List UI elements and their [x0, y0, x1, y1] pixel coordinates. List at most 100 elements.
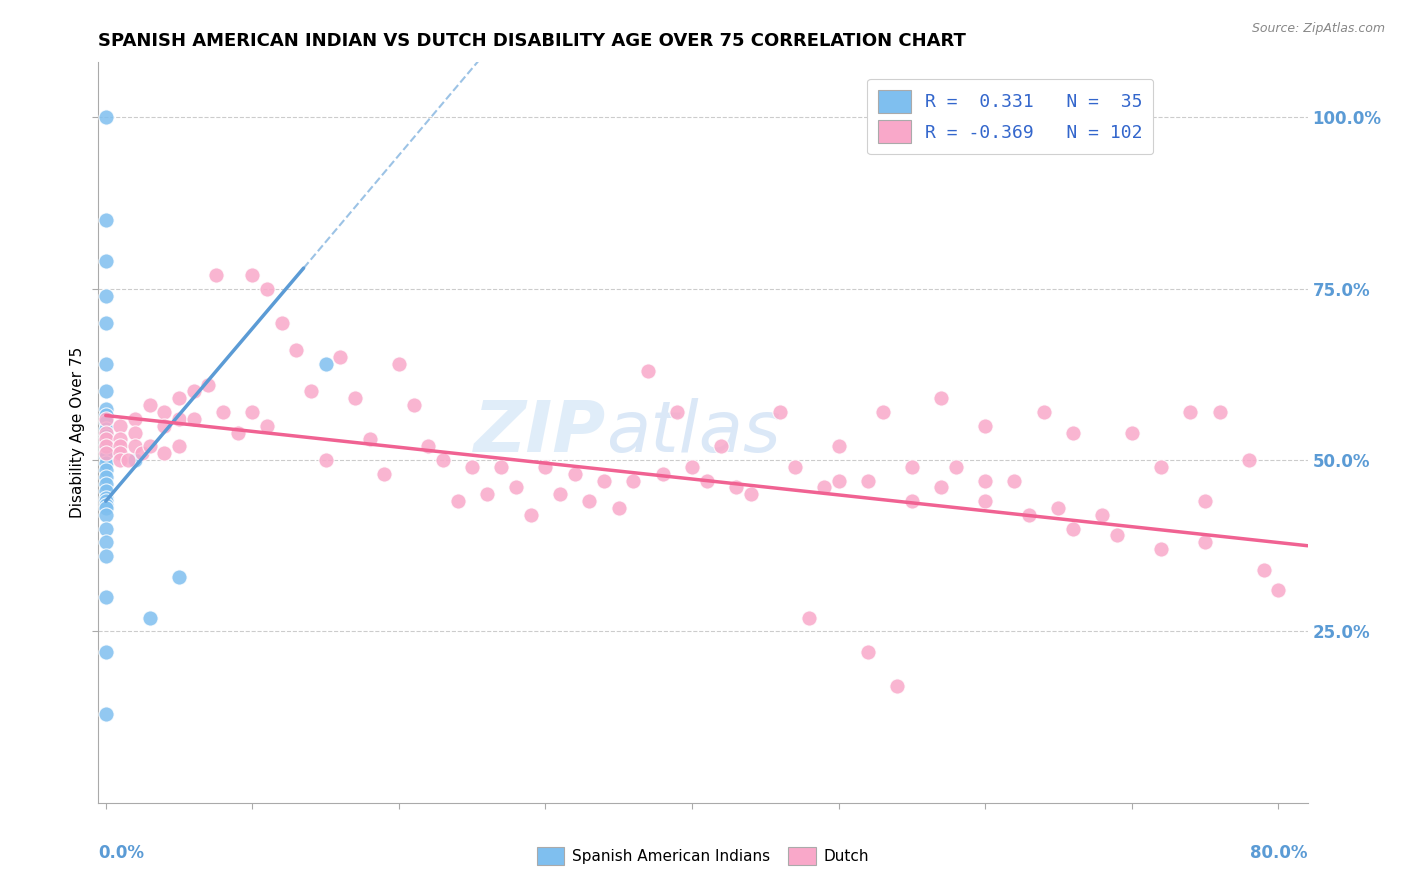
Point: [872, 405, 894, 419]
Point: [110, 433, 132, 447]
Point: [740, 487, 762, 501]
Point: [94, 254, 117, 268]
Point: [94, 706, 117, 721]
Text: 80.0%: 80.0%: [1250, 844, 1308, 862]
Point: [1032, 405, 1054, 419]
Point: [167, 439, 190, 453]
Point: [131, 446, 153, 460]
Point: [402, 398, 425, 412]
Point: [637, 364, 659, 378]
Point: [651, 467, 673, 481]
Point: [1150, 459, 1173, 474]
Text: SPANISH AMERICAN INDIAN VS DUTCH DISABILITY AGE OVER 75 CORRELATION CHART: SPANISH AMERICAN INDIAN VS DUTCH DISABIL…: [98, 32, 966, 50]
Point: [240, 268, 263, 282]
Point: [299, 384, 322, 399]
Point: [204, 268, 226, 282]
Point: [285, 343, 308, 358]
Point: [110, 439, 132, 453]
Text: 0.0%: 0.0%: [98, 844, 145, 862]
Point: [94, 412, 117, 426]
Point: [94, 446, 117, 460]
Point: [388, 357, 411, 371]
Point: [94, 477, 117, 491]
Point: [1062, 425, 1084, 440]
Point: [94, 549, 117, 563]
Point: [256, 418, 278, 433]
Point: [183, 384, 205, 399]
Point: [799, 610, 821, 624]
Point: [167, 392, 190, 406]
Point: [94, 415, 117, 429]
Point: [548, 487, 571, 501]
Point: [593, 474, 616, 488]
Point: [901, 459, 924, 474]
Point: [901, 494, 924, 508]
Point: [491, 459, 513, 474]
Point: [974, 418, 997, 433]
Point: [1062, 522, 1084, 536]
Point: [138, 439, 160, 453]
Point: [1180, 405, 1202, 419]
Point: [124, 412, 146, 426]
Point: [94, 450, 117, 464]
Point: [94, 316, 117, 330]
Point: [475, 487, 498, 501]
Point: [681, 459, 703, 474]
Point: [783, 459, 806, 474]
Point: [117, 453, 139, 467]
Point: [94, 436, 117, 450]
Point: [418, 439, 440, 453]
Point: [124, 439, 146, 453]
Point: [94, 498, 117, 512]
Point: [167, 412, 190, 426]
Point: [94, 645, 117, 659]
Point: [94, 494, 117, 508]
Point: [432, 453, 454, 467]
Point: [94, 535, 117, 549]
Point: [359, 433, 381, 447]
Point: [1105, 528, 1128, 542]
Point: [153, 405, 176, 419]
Point: [94, 429, 117, 443]
Point: [167, 569, 190, 583]
Point: [1047, 501, 1070, 516]
Point: [813, 480, 835, 494]
Text: atlas: atlas: [606, 398, 780, 467]
Point: [1121, 425, 1143, 440]
Point: [94, 501, 117, 516]
Point: [94, 357, 117, 371]
Point: [886, 679, 908, 693]
Point: [226, 425, 249, 440]
Point: [94, 401, 117, 416]
Legend: R =  0.331   N =  35, R = -0.369   N = 102: R = 0.331 N = 35, R = -0.369 N = 102: [868, 78, 1153, 154]
Point: [94, 483, 117, 498]
Point: [110, 453, 132, 467]
Point: [578, 494, 600, 508]
Point: [666, 405, 689, 419]
Point: [769, 405, 792, 419]
Point: [1194, 494, 1216, 508]
Point: [1004, 474, 1026, 488]
Point: [1018, 508, 1040, 522]
Point: [343, 392, 366, 406]
Point: [827, 439, 849, 453]
Point: [270, 316, 292, 330]
Point: [94, 508, 117, 522]
Point: [929, 480, 952, 494]
Legend: Spanish American Indians, Dutch: Spanish American Indians, Dutch: [531, 841, 875, 871]
Point: [505, 480, 527, 494]
Point: [621, 474, 644, 488]
Point: [183, 412, 205, 426]
Y-axis label: Disability Age Over 75: Disability Age Over 75: [69, 347, 84, 518]
Point: [94, 433, 117, 447]
Point: [724, 480, 747, 494]
Point: [1150, 542, 1173, 557]
Point: [373, 467, 395, 481]
Point: [696, 474, 718, 488]
Point: [240, 405, 263, 419]
Point: [329, 350, 352, 364]
Point: [94, 288, 117, 302]
Point: [856, 474, 879, 488]
Point: [153, 418, 176, 433]
Point: [153, 446, 176, 460]
